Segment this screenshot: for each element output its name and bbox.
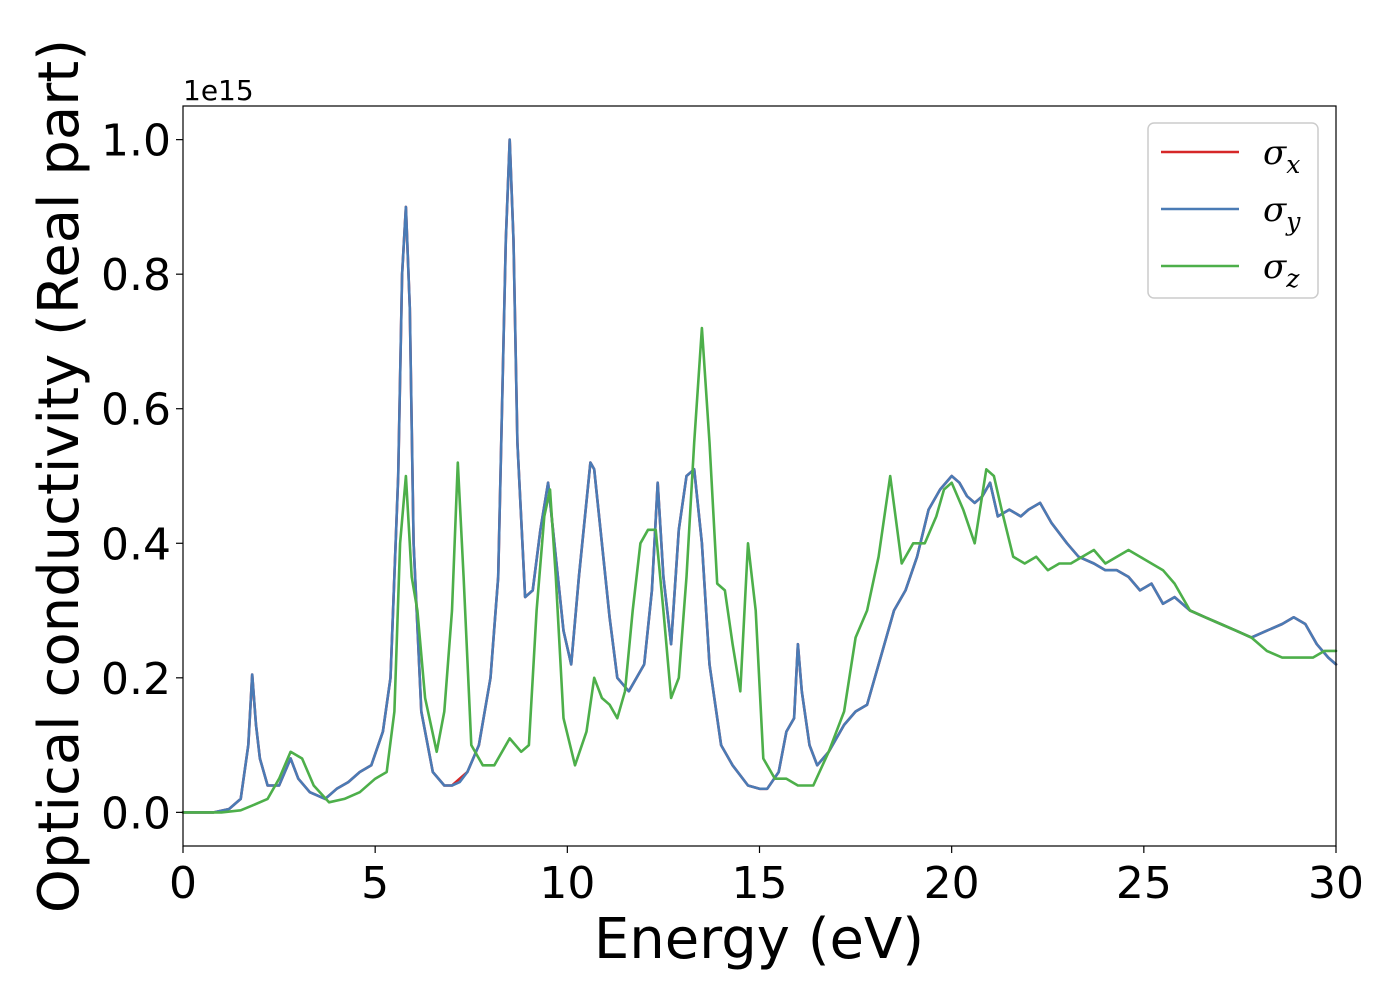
- offset-label: 1e15: [183, 74, 254, 107]
- x-tick-label: 10: [539, 858, 595, 909]
- y-axis-label: Optical conductivity (Real part): [27, 39, 92, 913]
- y-tick-label: 0.6: [101, 385, 171, 436]
- series-layer: [181, 138, 1338, 814]
- x-tick-label: 30: [1308, 858, 1364, 909]
- y-tick-label: 0.2: [101, 654, 171, 705]
- y-tick-label: 0.4: [101, 519, 171, 570]
- legend: σx σy σz: [1147, 122, 1319, 299]
- y-tick-label: 0.8: [101, 250, 171, 301]
- series-line-y: [181, 138, 1338, 814]
- y-tick-label: 1.0: [101, 116, 171, 167]
- x-axis-ticks: 0 5 10 15 20 25 30: [169, 846, 1364, 909]
- y-axis-ticks: 0.0 0.2 0.4 0.6 0.8 1.0: [101, 116, 183, 839]
- x-tick-label: 15: [732, 858, 788, 909]
- legend-frame: [1147, 122, 1319, 299]
- series-line-z: [181, 326, 1338, 814]
- plot-background: [183, 106, 1336, 846]
- legend-label-x: σx: [1263, 133, 1300, 179]
- x-tick-label: 25: [1116, 858, 1172, 909]
- x-tick-label: 20: [924, 858, 980, 909]
- x-tick-label: 5: [361, 858, 389, 909]
- legend-label-y: σy: [1263, 190, 1301, 236]
- x-axis-label: Energy (eV): [594, 907, 924, 972]
- x-tick-label: 0: [169, 858, 197, 909]
- y-tick-label: 0.0: [101, 788, 171, 839]
- legend-label-z: σz: [1263, 247, 1300, 293]
